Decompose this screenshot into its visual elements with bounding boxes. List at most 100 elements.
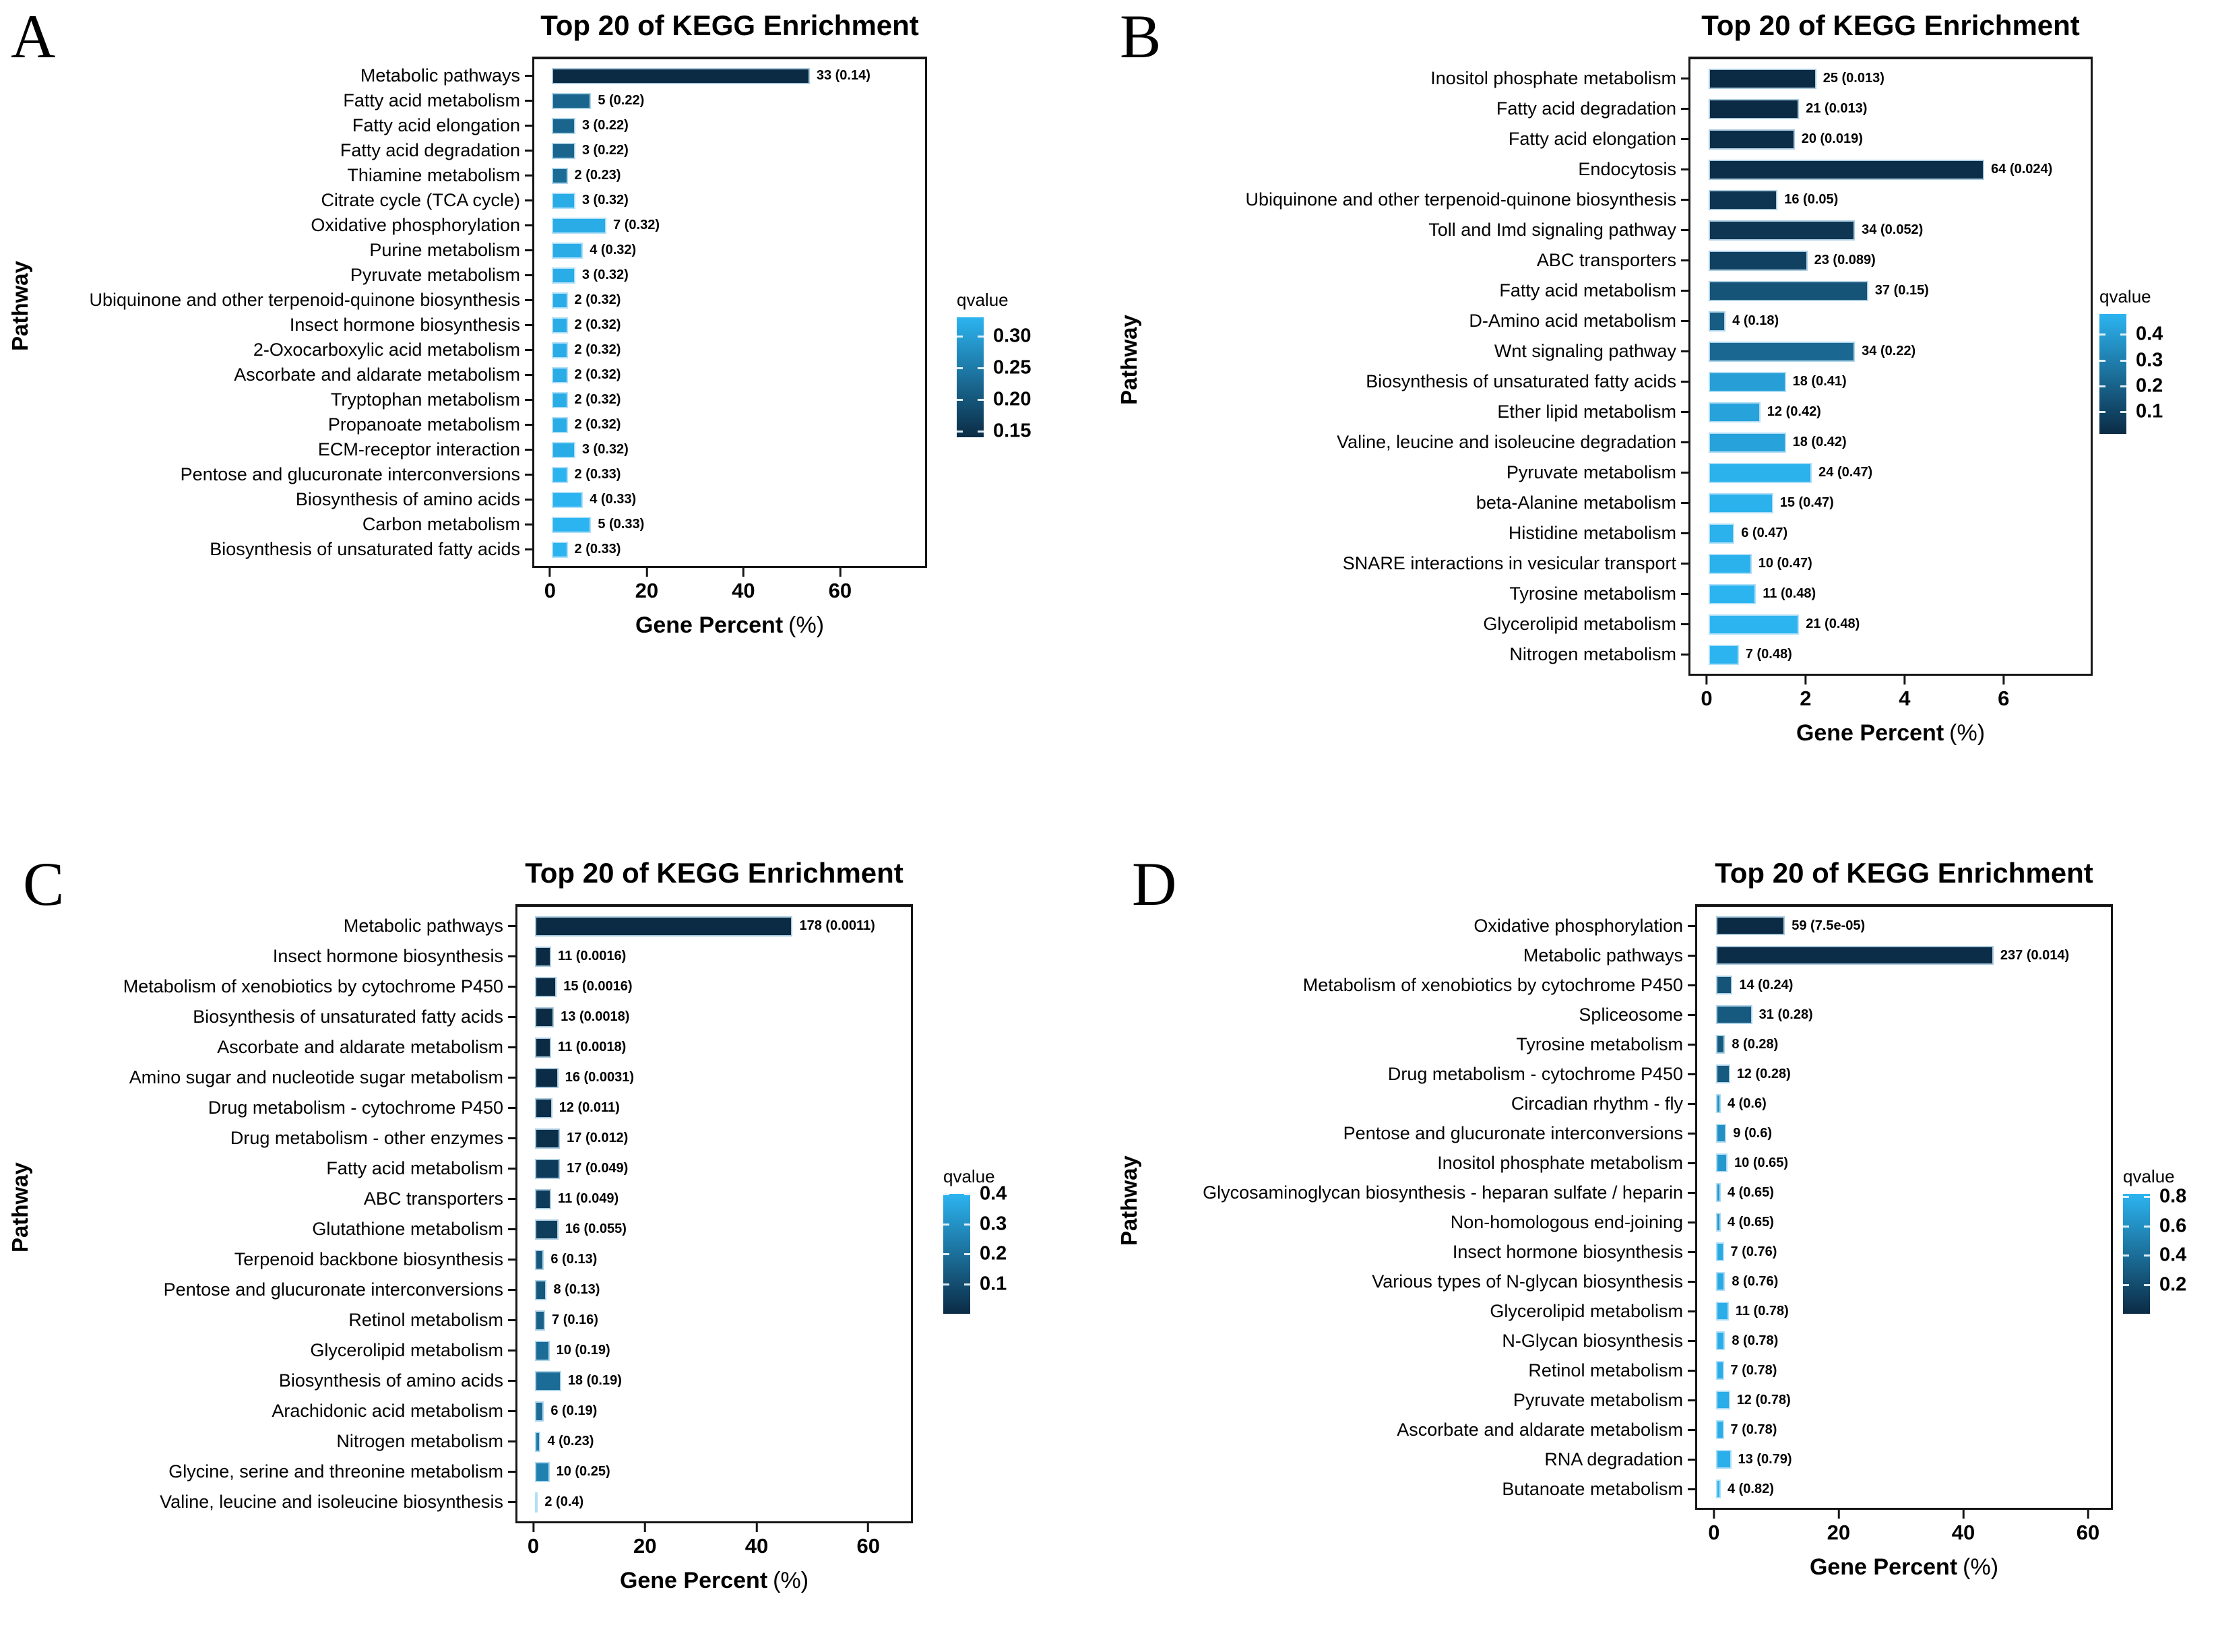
legend-tick-label: 0.25 <box>993 356 1032 379</box>
bar-value-label: 16 (0.0031) <box>565 1070 634 1085</box>
pathway-label-row: N-Glycan biosynthesis <box>1149 1326 1695 1356</box>
x-axis: 0 20 40 60 <box>515 1523 913 1562</box>
y-tick-mark <box>1681 472 1688 474</box>
legend-tick-label: 0.1 <box>2136 400 2163 422</box>
bar-row: 6 (0.47) <box>1690 518 2091 548</box>
pathway-label-row: Pentose and glucuronate interconversions <box>40 462 532 487</box>
pathway-label-row: Glycerolipid metabolism <box>40 1335 515 1366</box>
bar <box>1708 189 1778 210</box>
legend-tick-mark-left <box>2123 1254 2129 1257</box>
legend: qvalue 0.8 0.6 0.4 0.2 <box>2123 1166 2218 1314</box>
pathway-label: Inositol phosphate metabolism <box>1437 1152 1683 1173</box>
bar-row: 18 (0.42) <box>1690 427 2091 457</box>
x-axis-tick: 4 <box>1899 676 1910 711</box>
pathway-label: Ubiquinone and other terpenoid-quinone b… <box>89 290 520 310</box>
y-tick-mark <box>1688 1221 1695 1224</box>
y-tick-mark <box>508 1349 515 1352</box>
legend-tick-mark-left <box>2123 1283 2129 1286</box>
bar-row: 16 (0.05) <box>1690 185 2091 215</box>
y-tick-mark <box>1681 411 1688 413</box>
pathway-label: Fatty acid degradation <box>1496 98 1676 119</box>
bar-value-label: 4 (0.82) <box>1727 1481 1774 1496</box>
y-tick-mark <box>508 1471 515 1473</box>
bar-value-label: 10 (0.65) <box>1734 1155 1789 1170</box>
bar-value-label: 23 (0.089) <box>1814 253 1876 267</box>
x-tick-label: 40 <box>732 579 755 602</box>
pathway-label-row: Various types of N-glycan biosynthesis <box>1149 1267 1695 1296</box>
bar-row: 4 (0.32) <box>534 238 925 263</box>
y-tick-mark <box>508 1168 515 1170</box>
bar-value-label: 33 (0.14) <box>816 68 870 83</box>
pathway-label-row: Retinol metabolism <box>1149 1356 1695 1385</box>
bar-value-label: 8 (0.76) <box>1732 1273 1779 1289</box>
pathway-label-row: Ascorbate and aldarate metabolism <box>40 362 532 387</box>
legend-gradient: 0.4 0.3 0.2 0.1 <box>2099 314 2163 434</box>
bar-row: 10 (0.19) <box>517 1335 911 1366</box>
legend-tick-mark-right <box>2144 1225 2150 1228</box>
pathway-label-row: SNARE interactions in vesicular transpor… <box>1149 548 1688 579</box>
bar <box>552 292 568 309</box>
x-axis-label-unit: (%) <box>1963 1554 1999 1580</box>
bar <box>535 1158 561 1179</box>
bar-row: 178 (0.0011) <box>517 911 911 941</box>
pathway-label-row: ABC transporters <box>1149 245 1688 276</box>
y-tick-mark <box>525 100 532 102</box>
legend: qvalue 0.30 0.25 0.20 0.15 <box>957 290 1065 441</box>
pathway-label-row: Tyrosine metabolism <box>1149 579 1688 609</box>
pathway-label: Valine, leucine and isoleucine biosynthe… <box>160 1492 503 1512</box>
legend-tick-label: 0.2 <box>2136 375 2163 397</box>
legend: qvalue 0.4 0.3 0.2 0.1 <box>943 1166 1051 1314</box>
pathway-label-row: 2-Oxocarboxylic acid metabolism <box>40 338 532 362</box>
legend-tick-mark-left <box>2099 385 2105 387</box>
bar-value-label: 5 (0.22) <box>598 93 645 108</box>
y-tick-mark <box>525 249 532 251</box>
bar-value-label: 21 (0.013) <box>1806 101 1868 116</box>
bar-value-label: 15 (0.47) <box>1779 495 1834 510</box>
x-tick-mark <box>867 1523 870 1532</box>
x-tick-label: 20 <box>635 579 659 602</box>
y-tick-mark <box>1681 259 1688 261</box>
bar-value-label: 17 (0.012) <box>567 1131 629 1145</box>
legend-tick-mark-left <box>957 398 963 401</box>
pathway-label-row: RNA degradation <box>1149 1444 1695 1474</box>
bar <box>1715 1035 1725 1054</box>
bar-value-label: 3 (0.32) <box>581 193 629 208</box>
x-axis-label-main: Gene Percent <box>635 612 784 638</box>
bar-value-label: 11 (0.0016) <box>558 949 627 963</box>
bar-value-label: 2 (0.32) <box>574 417 621 432</box>
pathway-label: Oxidative phosphorylation <box>311 215 520 235</box>
bar-row: 24 (0.47) <box>1690 457 2091 488</box>
pathway-label: Pyruvate metabolism <box>1513 1389 1683 1410</box>
pathway-label: Biosynthesis of unsaturated fatty acids <box>1366 371 1676 391</box>
bar-row: 4 (0.82) <box>1697 1474 2111 1504</box>
panel-letter: A <box>11 2 56 71</box>
bar-row: 4 (0.65) <box>1697 1178 2111 1207</box>
pathway-label: SNARE interactions in vesicular transpor… <box>1342 553 1676 573</box>
pathway-label: D-Amino acid metabolism <box>1469 311 1676 331</box>
plot-column: 59 (7.5e-05) 237 (0.014) 14 (0.24) 31 (0.28… <box>1695 904 2113 1581</box>
pathway-label-row: Fatty acid metabolism <box>40 1153 515 1184</box>
bar <box>535 1067 559 1088</box>
bar <box>1715 1153 1728 1172</box>
pathway-label: Insect hormone biosynthesis <box>1452 1241 1683 1262</box>
legend-tick-label: 0.1 <box>980 1273 1007 1295</box>
y-tick-mark <box>525 449 532 451</box>
bar-row: 2 (0.32) <box>534 288 925 313</box>
pathway-label-row: Carbon metabolism <box>40 512 532 537</box>
pathway-label: Drug metabolism - cytochrome P450 <box>1387 1063 1683 1084</box>
bar <box>1708 68 1816 89</box>
bar <box>552 342 568 358</box>
bar <box>535 1370 561 1391</box>
pathway-label-row: Biosynthesis of amino acids <box>40 487 532 512</box>
bar-row: 7 (0.16) <box>517 1305 911 1335</box>
legend-tick-mark-right <box>978 367 984 369</box>
bar-value-label: 59 (7.5e-05) <box>1792 918 1866 933</box>
bar-value-label: 7 (0.78) <box>1730 1422 1777 1437</box>
bar <box>535 1098 552 1118</box>
x-axis-label-main: Gene Percent <box>1809 1554 1958 1580</box>
bar-value-label: 18 (0.41) <box>1792 374 1847 389</box>
y-tick-mark <box>1681 441 1688 443</box>
y-tick-mark <box>1681 77 1688 80</box>
bar-row: 11 (0.049) <box>517 1184 911 1214</box>
bar-row: 8 (0.78) <box>1697 1326 2111 1356</box>
